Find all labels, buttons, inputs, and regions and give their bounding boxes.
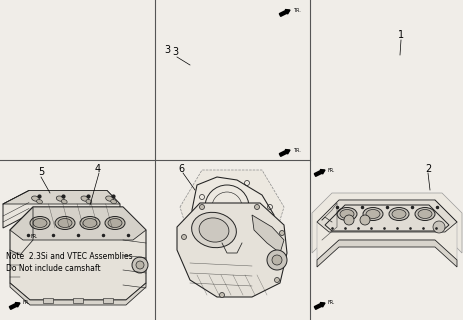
Ellipse shape (56, 196, 64, 201)
Ellipse shape (417, 210, 431, 219)
Ellipse shape (340, 213, 352, 221)
Circle shape (136, 261, 144, 269)
Text: 5: 5 (38, 167, 44, 177)
Circle shape (359, 215, 369, 225)
Ellipse shape (365, 210, 379, 219)
Ellipse shape (343, 228, 353, 235)
FancyArrow shape (313, 170, 324, 176)
Ellipse shape (55, 211, 65, 217)
FancyArrow shape (279, 149, 289, 156)
Polygon shape (176, 203, 287, 297)
Polygon shape (180, 170, 283, 253)
Polygon shape (316, 200, 456, 232)
Text: 6: 6 (178, 164, 184, 174)
Ellipse shape (30, 217, 50, 229)
Text: FR.: FR. (327, 300, 335, 306)
Ellipse shape (31, 211, 40, 217)
Ellipse shape (339, 210, 353, 219)
Polygon shape (316, 240, 456, 267)
Ellipse shape (80, 217, 100, 229)
Ellipse shape (106, 196, 113, 201)
FancyArrow shape (9, 302, 20, 309)
Ellipse shape (389, 211, 407, 223)
FancyArrow shape (17, 236, 28, 243)
Circle shape (219, 292, 224, 298)
Circle shape (441, 222, 447, 228)
Circle shape (438, 219, 450, 231)
Ellipse shape (55, 217, 75, 229)
FancyArrow shape (313, 302, 324, 309)
Ellipse shape (191, 212, 236, 248)
Ellipse shape (199, 218, 228, 242)
Ellipse shape (108, 219, 122, 228)
Polygon shape (316, 200, 456, 260)
Circle shape (274, 277, 279, 283)
Text: FR.: FR. (327, 167, 335, 172)
Circle shape (131, 257, 148, 273)
Ellipse shape (371, 229, 377, 233)
Bar (43, 298, 53, 303)
Circle shape (181, 235, 186, 239)
Circle shape (254, 204, 259, 210)
Ellipse shape (105, 217, 125, 229)
Text: TR.: TR. (292, 7, 300, 12)
Text: 3: 3 (172, 47, 178, 57)
Circle shape (271, 255, 282, 265)
Ellipse shape (414, 207, 434, 220)
Ellipse shape (418, 213, 430, 221)
Ellipse shape (337, 211, 355, 223)
Polygon shape (10, 207, 146, 240)
Text: 2: 2 (424, 164, 430, 174)
Ellipse shape (421, 228, 431, 235)
Circle shape (266, 250, 287, 270)
Text: TR.: TR. (292, 148, 300, 153)
Polygon shape (3, 190, 120, 204)
Ellipse shape (31, 196, 39, 201)
Ellipse shape (388, 207, 408, 220)
Ellipse shape (104, 211, 114, 217)
Bar (73, 298, 83, 303)
Ellipse shape (336, 207, 356, 220)
Ellipse shape (61, 199, 67, 204)
Polygon shape (311, 193, 461, 253)
Ellipse shape (83, 219, 97, 228)
Text: 4: 4 (95, 164, 101, 174)
Ellipse shape (363, 211, 381, 223)
FancyArrow shape (279, 10, 289, 16)
Ellipse shape (415, 211, 433, 223)
Circle shape (432, 221, 444, 233)
Polygon shape (10, 207, 146, 300)
Text: 1: 1 (397, 30, 403, 40)
Ellipse shape (397, 229, 403, 233)
Ellipse shape (362, 207, 382, 220)
Ellipse shape (80, 211, 90, 217)
Circle shape (343, 215, 353, 225)
Ellipse shape (86, 199, 92, 204)
Ellipse shape (395, 228, 405, 235)
Ellipse shape (345, 229, 351, 233)
Bar (103, 298, 113, 303)
Circle shape (199, 204, 204, 210)
Ellipse shape (391, 210, 405, 219)
Ellipse shape (366, 213, 378, 221)
Circle shape (279, 230, 284, 236)
Ellipse shape (37, 199, 42, 204)
Polygon shape (10, 283, 146, 305)
Ellipse shape (81, 196, 88, 201)
Text: FR.: FR. (23, 300, 31, 306)
Ellipse shape (423, 229, 429, 233)
Polygon shape (251, 215, 283, 253)
Ellipse shape (392, 213, 404, 221)
Ellipse shape (110, 199, 116, 204)
Text: FR.: FR. (31, 235, 38, 239)
Text: 3: 3 (163, 45, 170, 55)
Text: Note  2.3Si and VTEC Assemblies
Do Not include camshaft: Note 2.3Si and VTEC Assemblies Do Not in… (6, 252, 132, 273)
Ellipse shape (58, 219, 72, 228)
Ellipse shape (33, 219, 47, 228)
Polygon shape (3, 190, 120, 228)
Ellipse shape (369, 228, 379, 235)
